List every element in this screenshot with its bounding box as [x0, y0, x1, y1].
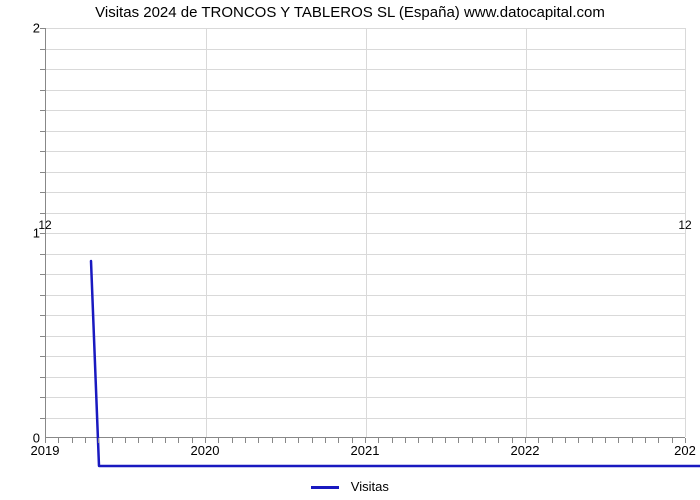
y-tick-label: 2 — [10, 21, 40, 36]
x-minor-tick — [205, 438, 206, 443]
x-minor-tick — [605, 438, 606, 443]
y-minor-tick — [40, 90, 45, 91]
legend-swatch — [311, 486, 339, 489]
chart-title: Visitas 2024 de TRONCOS Y TABLEROS SL (E… — [0, 4, 700, 21]
x-minor-tick — [365, 438, 366, 443]
x-minor-tick — [98, 438, 99, 443]
x-minor-tick — [472, 438, 473, 443]
x-minor-tick — [498, 438, 499, 443]
y-minor-tick — [40, 69, 45, 70]
y-minor-tick — [40, 192, 45, 193]
x-minor-tick — [378, 438, 379, 443]
x-minor-tick — [258, 438, 259, 443]
legend-label: Visitas — [351, 479, 389, 494]
x-minor-tick — [512, 438, 513, 443]
x-minor-tick — [72, 438, 73, 443]
x-minor-tick — [125, 438, 126, 443]
x-minor-tick — [298, 438, 299, 443]
y-minor-tick — [40, 418, 45, 419]
x-minor-tick — [592, 438, 593, 443]
x-minor-tick — [85, 438, 86, 443]
x-minor-tick — [405, 438, 406, 443]
x-minor-tick — [232, 438, 233, 443]
x-minor-tick — [45, 438, 46, 443]
x-minor-tick — [218, 438, 219, 443]
y-minor-tick — [40, 233, 45, 234]
y-minor-tick — [40, 151, 45, 152]
x-minor-tick — [272, 438, 273, 443]
chart-container: Visitas 2024 de TRONCOS Y TABLEROS SL (E… — [0, 0, 700, 500]
x-minor-tick — [418, 438, 419, 443]
y-tick-label: 1 — [10, 226, 40, 241]
x-minor-tick — [285, 438, 286, 443]
x-minor-tick — [685, 438, 686, 443]
legend: Visitas — [0, 479, 700, 494]
x-minor-tick — [565, 438, 566, 443]
x-minor-tick — [138, 438, 139, 443]
point-label: 12 — [38, 218, 51, 232]
x-minor-tick — [245, 438, 246, 443]
x-minor-tick — [658, 438, 659, 443]
x-minor-tick — [458, 438, 459, 443]
x-minor-tick — [525, 438, 526, 443]
x-minor-tick — [152, 438, 153, 443]
y-minor-tick — [40, 213, 45, 214]
x-minor-tick — [672, 438, 673, 443]
x-minor-tick — [178, 438, 179, 443]
y-minor-tick — [40, 28, 45, 29]
x-minor-tick — [618, 438, 619, 443]
x-minor-tick — [392, 438, 393, 443]
series-line — [91, 56, 700, 466]
y-minor-tick — [40, 377, 45, 378]
x-minor-tick — [58, 438, 59, 443]
x-minor-tick — [485, 438, 486, 443]
y-minor-tick — [40, 131, 45, 132]
y-minor-tick — [40, 254, 45, 255]
x-minor-tick — [312, 438, 313, 443]
y-minor-tick — [40, 49, 45, 50]
x-minor-tick — [538, 438, 539, 443]
y-minor-tick — [40, 274, 45, 275]
x-minor-tick — [192, 438, 193, 443]
x-minor-tick — [645, 438, 646, 443]
x-tick-label: 2019 — [31, 443, 60, 458]
x-minor-tick — [445, 438, 446, 443]
x-minor-tick — [165, 438, 166, 443]
plot-area — [45, 28, 685, 438]
x-minor-tick — [338, 438, 339, 443]
x-minor-tick — [578, 438, 579, 443]
x-minor-tick — [352, 438, 353, 443]
x-minor-tick — [632, 438, 633, 443]
y-minor-tick — [40, 172, 45, 173]
y-minor-tick — [40, 315, 45, 316]
x-minor-tick — [552, 438, 553, 443]
y-minor-tick — [40, 110, 45, 111]
x-minor-tick — [112, 438, 113, 443]
y-minor-tick — [40, 295, 45, 296]
x-minor-tick — [325, 438, 326, 443]
x-minor-tick — [432, 438, 433, 443]
y-minor-tick — [40, 397, 45, 398]
point-label: 12 — [678, 218, 691, 232]
y-minor-tick — [40, 336, 45, 337]
y-minor-tick — [40, 356, 45, 357]
